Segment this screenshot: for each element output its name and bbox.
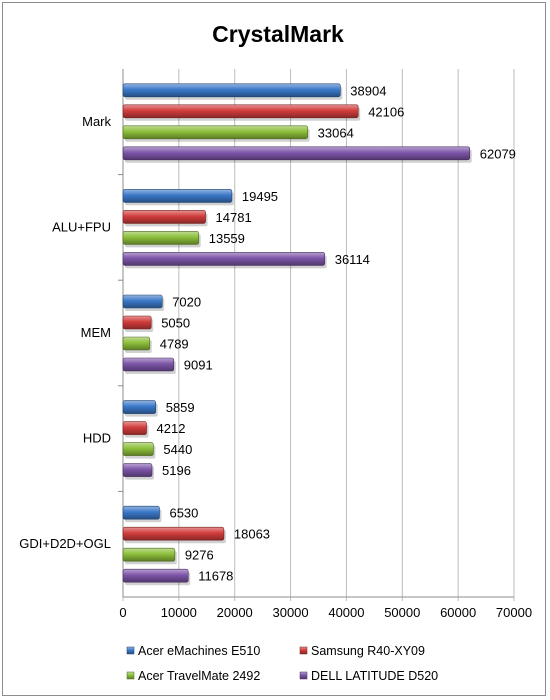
x-tick-label: 0 — [119, 605, 126, 620]
category-label: HDD — [83, 431, 111, 446]
bar — [122, 357, 175, 372]
bar — [122, 526, 225, 541]
bar — [122, 83, 341, 98]
bar — [122, 547, 176, 562]
bar — [122, 336, 151, 351]
bar — [122, 568, 189, 583]
bar — [122, 146, 471, 161]
data-label: 14781 — [216, 210, 252, 225]
legend-entry: Acer eMachines E510 — [138, 644, 260, 658]
legend-swatch — [126, 671, 135, 680]
data-label: 11678 — [198, 569, 233, 584]
data-label: 9091 — [184, 358, 213, 373]
plot-area: 0 10000 20000 30000 40000 50000 60000 70000 Mark… — [19, 69, 532, 620]
chart-title: CrystalMark — [212, 21, 344, 47]
bar — [122, 294, 163, 309]
bar — [122, 421, 147, 435]
x-tick-label: 70000 — [496, 605, 532, 620]
x-tick-label: 30000 — [272, 605, 308, 620]
bar — [122, 210, 206, 224]
category-label: MEM — [81, 325, 111, 340]
bar — [122, 125, 308, 140]
bar — [122, 231, 200, 245]
data-label: 38904 — [350, 83, 386, 98]
category-label: Mark — [82, 114, 111, 129]
x-tick-label: 60000 — [440, 605, 476, 620]
x-tick-label: 10000 — [161, 605, 197, 620]
data-label: 36114 — [335, 252, 370, 267]
data-label: 4789 — [160, 337, 189, 352]
bar — [122, 400, 157, 414]
category-label: GDI+D2D+OGL — [19, 536, 111, 551]
bar — [122, 442, 154, 456]
data-label: 18063 — [234, 527, 270, 542]
legend-entry: Acer TravelMate 2492 — [138, 669, 260, 683]
bar — [122, 189, 233, 203]
legend-swatch — [126, 646, 135, 655]
bar — [122, 505, 160, 520]
bar — [122, 315, 152, 330]
bar — [122, 463, 153, 477]
data-label: 7020 — [172, 295, 201, 310]
data-label: 5196 — [162, 463, 191, 478]
data-label: 62079 — [480, 146, 516, 161]
data-label: 9276 — [185, 548, 214, 563]
legend-entry: Samsung R40-XY09 — [311, 644, 425, 658]
x-tick-label: 40000 — [328, 605, 364, 620]
data-label: 6530 — [169, 506, 198, 521]
legend-swatch — [299, 646, 308, 655]
chart: CrystalMark 0 10000 20000 30000 40000 50000 60… — [19, 21, 532, 683]
x-tick-label: 50000 — [384, 605, 420, 620]
bar — [122, 252, 326, 266]
data-label: 42106 — [368, 104, 404, 119]
data-label: 5859 — [166, 400, 195, 415]
category-label: ALU+FPU — [52, 219, 111, 234]
data-label: 19495 — [242, 189, 278, 204]
data-label: 5440 — [163, 442, 192, 457]
legend: Acer eMachines E510 Samsung R40-XY09 Acer … — [126, 644, 438, 683]
bar — [122, 104, 359, 119]
x-tick-label: 20000 — [217, 605, 253, 620]
data-label: 13559 — [209, 231, 245, 246]
legend-entry: DELL LATITUDE D520 — [311, 669, 438, 683]
data-label: 33064 — [318, 125, 354, 140]
legend-swatch — [299, 671, 308, 680]
data-label: 5050 — [161, 316, 190, 331]
data-label: 4212 — [157, 421, 186, 436]
